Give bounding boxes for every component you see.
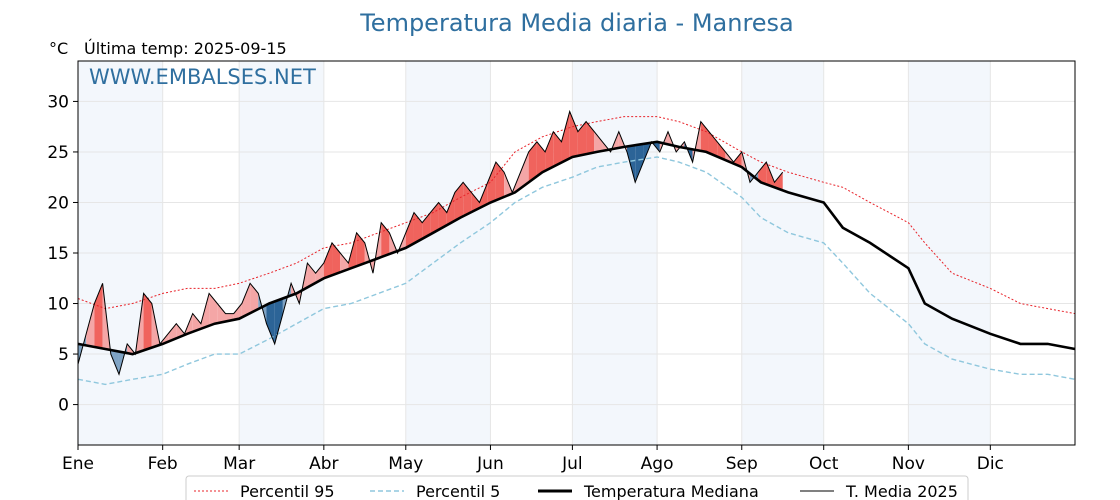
x-tick-label: Ene	[62, 454, 94, 474]
anomaly-band	[528, 141, 537, 183]
anomaly-band	[659, 131, 669, 152]
y-tick-label: 25	[47, 143, 69, 163]
legend-label-p95: Percentil 95	[240, 482, 335, 500]
anomaly-band	[561, 111, 570, 163]
anomaly-band	[454, 182, 464, 221]
anomaly-band	[446, 192, 455, 226]
legend-label-p5: Percentil 5	[416, 482, 500, 500]
x-tick-label: May	[388, 454, 423, 474]
x-tick-label: Jun	[476, 454, 504, 474]
anomaly-band	[307, 263, 316, 288]
anomaly-band	[708, 131, 718, 157]
anomaly-band	[774, 172, 783, 191]
unit-label: °C	[49, 39, 68, 58]
legend-label-median: Temperatura Mediana	[583, 482, 759, 500]
anomaly-band	[217, 303, 226, 324]
anomaly-band	[594, 131, 603, 153]
legend-label-current: T. Media 2025	[845, 482, 958, 500]
anomaly-band	[86, 303, 95, 347]
anomaly-band	[487, 162, 496, 204]
x-tick-label: Sep	[726, 454, 758, 474]
anomaly-band	[168, 323, 177, 342]
x-tick-label: Jul	[561, 454, 583, 474]
anomaly-band	[569, 111, 578, 159]
x-axis-ticks: Ene Feb Mar Abr May Jun Jul Ago Sep Oct Nov Dic	[62, 445, 1004, 474]
anomaly-band	[635, 143, 644, 183]
anomaly-band	[692, 121, 701, 163]
y-tick-label: 10	[47, 295, 69, 315]
current-year-line	[77, 109, 784, 376]
percentile-5-line	[77, 156, 1076, 386]
y-tick-label: 20	[47, 193, 69, 213]
anomaly-band	[758, 162, 767, 185]
anomaly-band	[143, 293, 152, 351]
anomaly-band	[479, 182, 488, 208]
anomaly-band	[323, 242, 333, 279]
anomaly-band	[577, 121, 587, 156]
x-tick-label: Abr	[309, 454, 338, 474]
x-tick-label: Mar	[223, 454, 255, 474]
y-tick-label: 5	[58, 345, 69, 365]
x-tick-label: Dic	[977, 454, 1004, 474]
y-axis-ticks: 0 5 10 15 20 25 30	[47, 92, 78, 416]
anomaly-band	[250, 283, 259, 314]
legend: Percentil 95 Percentil 5 Temperatura Med…	[185, 475, 969, 500]
anomaly-band	[553, 131, 562, 167]
watermark-text: WWW.EMBALSES.NET	[89, 65, 316, 89]
anomaly-band	[495, 162, 505, 201]
x-tick-label: Ago	[641, 454, 674, 474]
anomaly-band	[520, 151, 529, 189]
chart-title: Temperatura Media diaria - Manresa	[359, 9, 794, 37]
anomaly-band	[438, 202, 447, 230]
anomaly-band	[192, 313, 201, 332]
anomaly-band	[405, 212, 414, 248]
percentile-95-line	[77, 116, 1076, 315]
x-tick-label: Oct	[809, 454, 839, 474]
anomaly-band	[717, 141, 726, 161]
anomaly-band	[274, 298, 283, 344]
anomaly-band	[233, 303, 242, 320]
y-tick-label: 15	[47, 244, 69, 264]
anomaly-band	[536, 141, 546, 177]
median-line	[77, 140, 1076, 356]
anomaly-band	[471, 192, 480, 213]
last-temp-label: Última temp: 2025-09-15	[84, 39, 287, 58]
anomaly-band	[463, 182, 472, 217]
anomaly-band	[315, 263, 324, 283]
series-lines	[77, 109, 1076, 386]
anomaly-band	[668, 131, 677, 152]
anomaly-band	[545, 131, 554, 171]
x-tick-label: Nov	[892, 454, 925, 474]
anomaly-band	[340, 253, 349, 273]
anomaly-band	[422, 212, 431, 239]
y-tick-label: 30	[47, 92, 69, 112]
y-tick-label: 0	[58, 396, 69, 416]
anomaly-band	[266, 301, 275, 344]
x-tick-label: Feb	[148, 454, 178, 474]
legend-box	[185, 475, 969, 500]
anomaly-band	[241, 283, 251, 318]
